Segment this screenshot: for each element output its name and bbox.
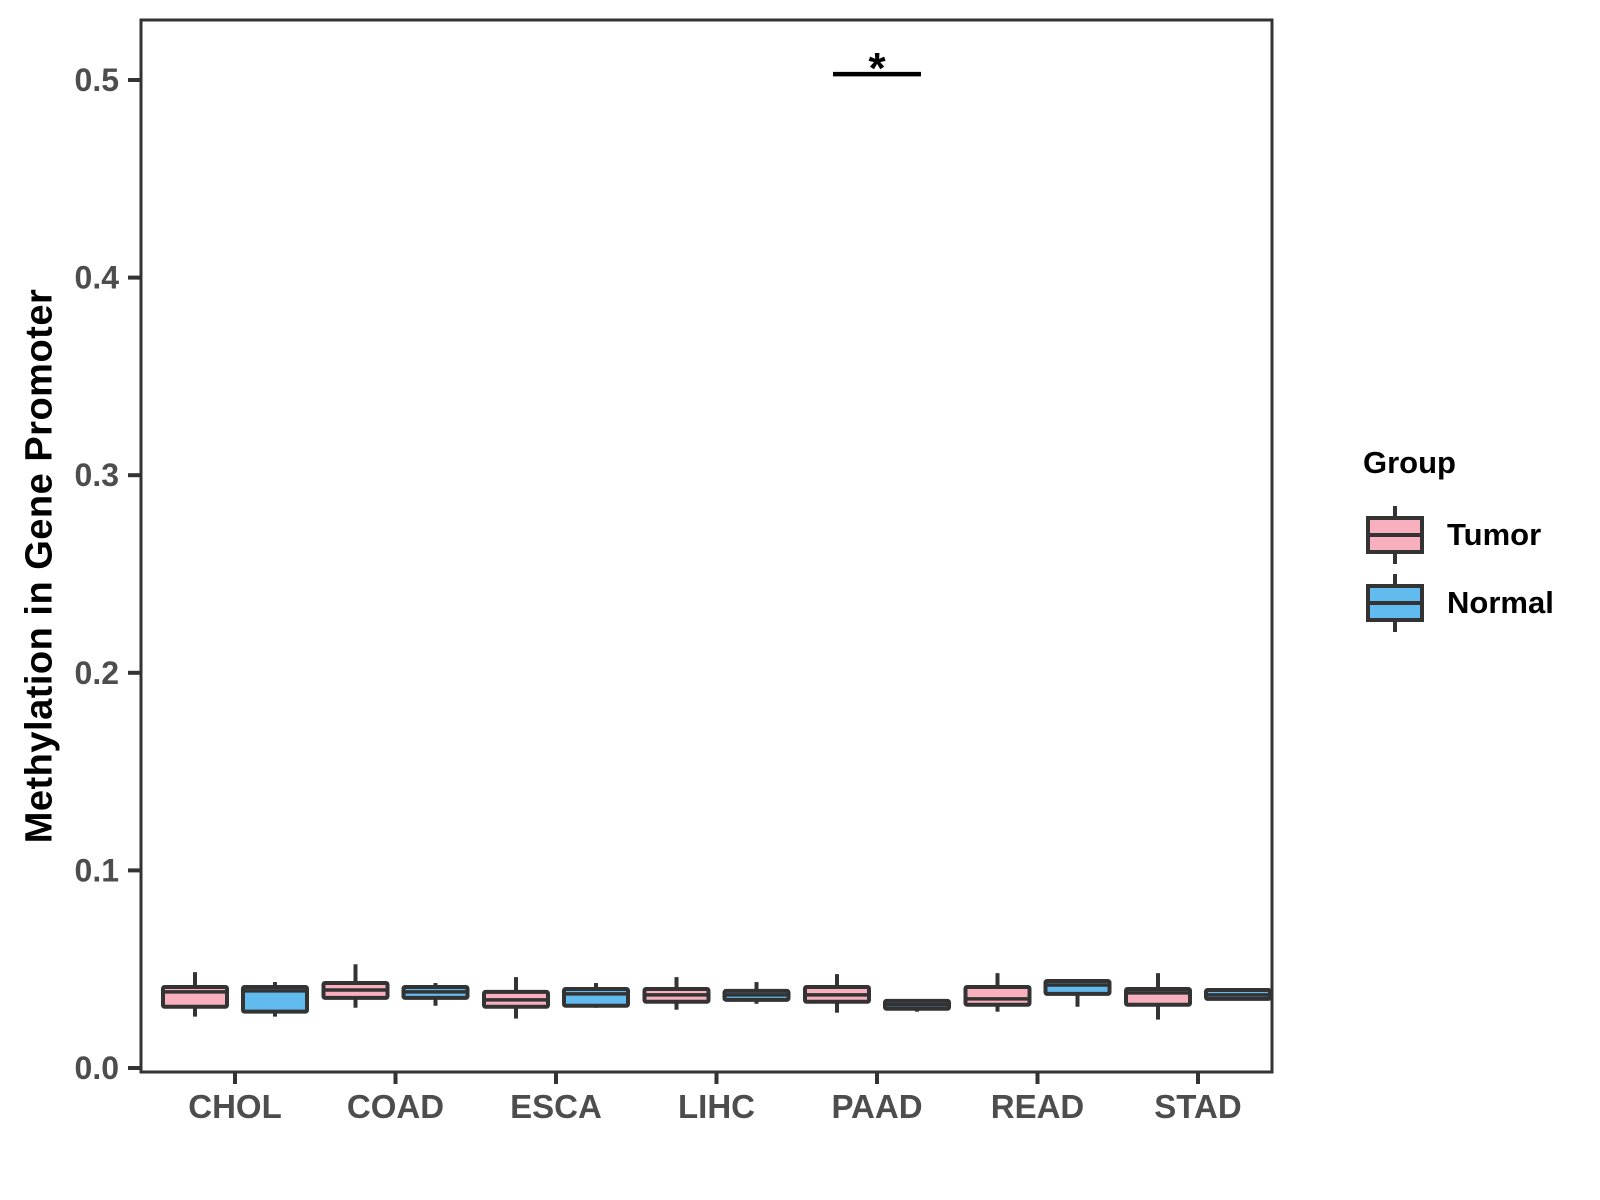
legend-title: Group <box>1363 445 1456 480</box>
legend-label-normal: Normal <box>1447 585 1554 620</box>
tumor-box-read <box>963 984 1032 1007</box>
normal-box-chol <box>241 984 309 1014</box>
tumor-box-chol <box>161 984 229 1009</box>
y-tick-label: 0.3 <box>75 457 119 493</box>
x-tick-label: PAAD <box>831 1088 922 1125</box>
legend-label-tumor: Tumor <box>1447 517 1542 552</box>
x-tick-label: STAD <box>1154 1088 1241 1125</box>
normal-box-read <box>1043 979 1112 996</box>
panel-border <box>139 18 1274 1074</box>
y-tick-label: 0.5 <box>75 62 119 98</box>
normal-boxplot-glyph-icon <box>1366 574 1424 632</box>
x-tick-label: LIHC <box>678 1088 755 1125</box>
normal-box-esca <box>562 986 630 1008</box>
tumor-boxplot-glyph-icon <box>1366 506 1424 564</box>
legend-item-normal: Normal <box>1360 573 1554 633</box>
significance-star: * <box>868 44 886 93</box>
x-tick-label: ESCA <box>510 1088 602 1125</box>
legend: Group Tumor Normal <box>1360 445 1554 641</box>
y-tick-label: 0.4 <box>75 260 120 296</box>
y-tick-label: 0.1 <box>75 852 119 888</box>
y-tick-label: 0.2 <box>75 655 119 691</box>
y-tick-label: 0.0 <box>75 1050 119 1086</box>
legend-item-tumor: Tumor <box>1360 505 1554 565</box>
x-tick-label: COAD <box>347 1088 444 1125</box>
x-tick-label: CHOL <box>188 1088 282 1125</box>
x-tick-label: READ <box>991 1088 1085 1125</box>
y-axis-title: Methylation in Gene Promoter <box>18 288 61 844</box>
